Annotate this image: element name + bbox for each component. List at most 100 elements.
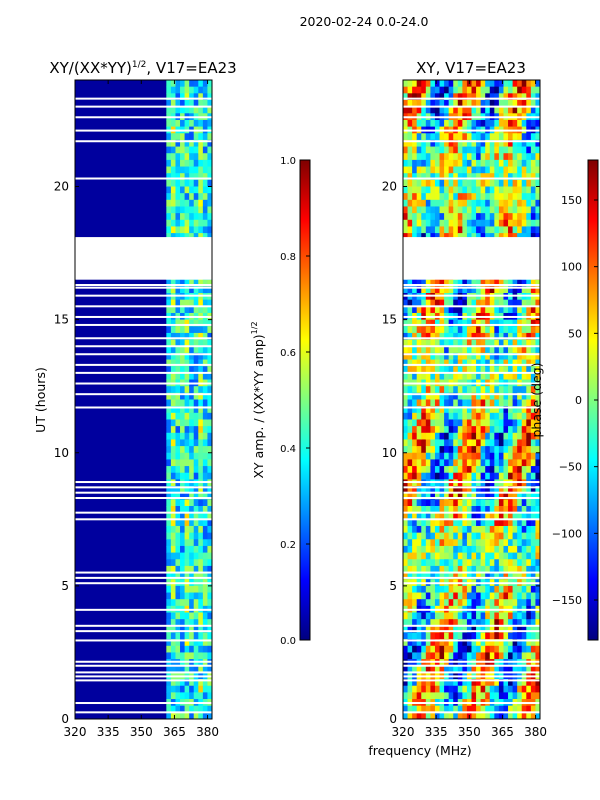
phase-cell	[517, 146, 523, 154]
phase-cell	[498, 639, 504, 647]
phase-cell	[498, 166, 504, 174]
phase-cell	[466, 339, 472, 347]
phase-cell	[494, 80, 500, 88]
amp-cell	[189, 193, 195, 201]
flagged-row	[403, 491, 540, 494]
phase-cell	[444, 705, 450, 713]
phase-cell	[403, 286, 409, 294]
phase-cell	[521, 279, 527, 287]
amp-cell	[166, 585, 172, 594]
amp-cell	[189, 532, 195, 540]
amp-cell	[180, 432, 186, 440]
amp-cell	[170, 199, 176, 207]
phase-cell	[448, 179, 454, 187]
phase-cell	[494, 645, 500, 653]
phase-cell	[439, 492, 445, 500]
phase-cell	[407, 346, 413, 354]
phase-cell	[434, 399, 441, 407]
phase-cell	[407, 679, 413, 687]
phase-cell	[535, 539, 540, 547]
amp-cell	[198, 326, 204, 334]
phase-cell	[453, 86, 459, 94]
phase-cell	[508, 133, 514, 141]
phase-cell	[517, 439, 523, 447]
phase-cell	[421, 645, 427, 653]
phase-cell	[434, 352, 441, 361]
phase-cell	[412, 193, 418, 201]
phase-cell	[416, 80, 422, 88]
phase-cell	[512, 146, 518, 154]
phase-cell	[498, 99, 504, 108]
phase-cell	[425, 199, 431, 207]
phase-cell	[521, 193, 527, 201]
phase-cell	[448, 632, 454, 640]
phase-cell	[416, 199, 422, 207]
phase-cell	[430, 452, 436, 460]
amp-cell	[207, 552, 212, 560]
amp-cell	[166, 159, 172, 168]
phase-cell	[535, 199, 540, 207]
phase-cell	[425, 159, 431, 168]
amp-cell	[207, 159, 212, 168]
phase-cell	[535, 639, 540, 647]
phase-cell	[425, 585, 431, 594]
phase-cell	[535, 366, 540, 374]
amp-cell	[184, 426, 190, 434]
amp-cell	[170, 346, 176, 354]
phase-cell	[462, 472, 468, 480]
phase-cell	[526, 352, 532, 361]
phase-cell	[462, 565, 468, 574]
amp-cell	[184, 652, 190, 660]
amp-cell	[207, 452, 212, 460]
phase-cell	[412, 99, 418, 108]
phase-cell	[512, 426, 518, 434]
phase-cell	[535, 685, 540, 693]
amp-cell	[198, 386, 204, 394]
phase-cell	[421, 352, 427, 361]
phase-cell	[498, 506, 504, 514]
amp-cell	[175, 439, 181, 447]
phase-cell	[457, 432, 463, 440]
amp-cell	[180, 665, 186, 673]
phase-cell	[535, 506, 540, 514]
phase-cell	[476, 199, 482, 207]
phase-cell	[444, 712, 450, 719]
phase-cell	[453, 519, 459, 527]
amp-cell	[202, 346, 208, 354]
phase-cell	[498, 319, 504, 327]
colorbar-tick-label: −150	[552, 594, 582, 607]
phase-cell	[517, 86, 523, 94]
amp-cell	[189, 213, 195, 221]
phase-cell	[434, 639, 441, 647]
phase-cell	[407, 286, 413, 294]
phase-cell	[512, 406, 518, 414]
phase-cell	[407, 466, 413, 474]
phase-cell	[494, 545, 500, 554]
amp-cell	[193, 319, 199, 327]
amp-cell	[170, 592, 176, 600]
phase-cell	[517, 565, 523, 574]
phase-cell	[462, 392, 468, 400]
amp-cell	[175, 625, 181, 633]
phase-cell	[485, 712, 491, 719]
amp-cell	[202, 519, 208, 527]
phase-cell	[403, 446, 409, 454]
phase-cell	[425, 599, 431, 607]
phase-cell	[508, 446, 514, 454]
amp-cell	[184, 679, 190, 687]
phase-cell	[407, 406, 413, 414]
phase-cell	[530, 146, 536, 154]
phase-cell	[517, 519, 523, 527]
amp-cell	[202, 552, 208, 560]
phase-cell	[448, 432, 454, 440]
amp-cell	[189, 619, 195, 627]
phase-cell	[457, 173, 463, 181]
phase-cell	[466, 419, 472, 427]
phase-cell	[508, 652, 514, 660]
phase-cell	[403, 332, 409, 341]
phase-cell	[521, 139, 527, 148]
phase-cell	[457, 639, 463, 647]
phase-cell	[471, 559, 477, 567]
phase-cell	[407, 86, 413, 94]
amp-cell	[189, 106, 195, 114]
